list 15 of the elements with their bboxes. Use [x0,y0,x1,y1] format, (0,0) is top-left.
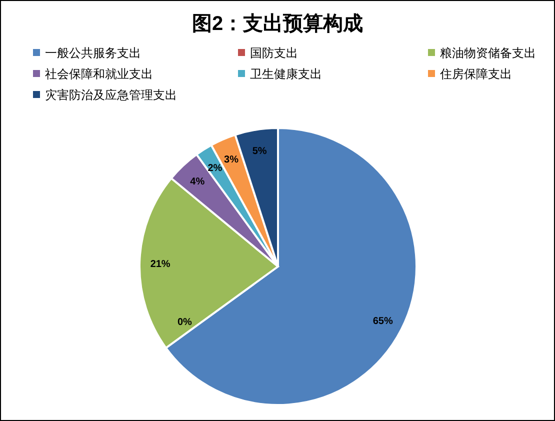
legend-label: 住房保障支出 [439,67,512,81]
legend-label: 卫生健康支出 [250,67,322,81]
data-label: 5% [252,146,267,158]
legend-label: 粮油物资储备支出 [440,46,536,60]
legend-label: 国防支出 [250,46,298,60]
data-label: 21% [150,258,170,270]
legend-label: 一般公共服务支出 [45,46,141,60]
text: 0% [177,316,192,328]
data-label: 2% [208,163,222,174]
legend-label: 灾害防治及应急管理支出 [45,88,177,102]
data-label: 3% [224,154,239,166]
chart-title: 图2：支出预算构成 [192,13,364,35]
data-label: 65% [372,316,394,327]
data-label: 4% [190,176,205,188]
legend-label: 社会保障和就业支出 [45,67,153,81]
